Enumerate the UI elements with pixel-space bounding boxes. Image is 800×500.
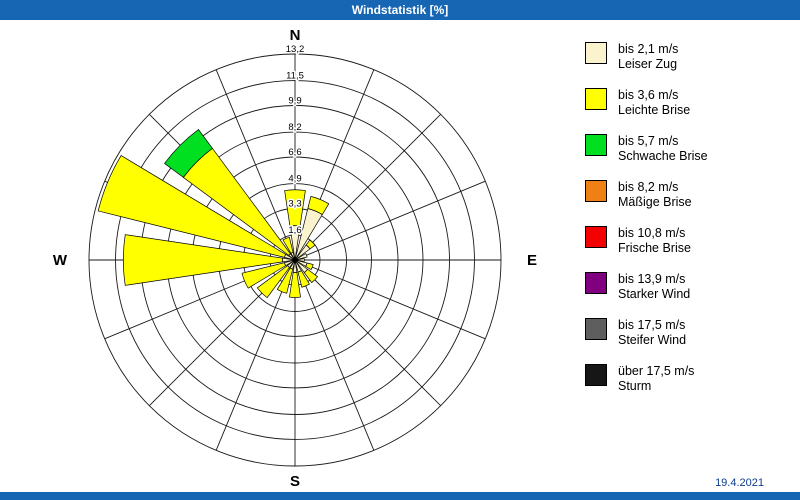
title-bar: Windstatistik [%] — [0, 0, 800, 20]
petal-segment — [256, 265, 290, 299]
compass-label: S — [290, 473, 300, 490]
petal-segment — [297, 270, 310, 288]
ring-labels: 1,6 3,3 4,9 6,6 8,2 9,9 11,5 13,2 — [284, 43, 306, 238]
legend-item: bis 10,8 m/s Frische Brise — [585, 226, 785, 256]
legend-label: bis 10,8 m/s Frische Brise — [618, 226, 691, 256]
petal-segment — [284, 189, 306, 227]
legend-label: über 17,5 m/s Sturm — [618, 364, 694, 394]
legend: bis 2,1 m/s Leiser Zug bis 3,6 m/s Leichte … — [585, 42, 785, 410]
legend-label: bis 5,7 m/s Schwache Brise — [618, 134, 708, 164]
petal-segment — [164, 129, 213, 178]
legend-class-name: Leichte Brise — [618, 103, 691, 117]
petal-segment — [305, 239, 316, 250]
ring-label: 8,2 — [288, 122, 301, 133]
date-label: 19.4.2021 — [715, 477, 764, 489]
wind-petals — [97, 129, 330, 299]
legend-item: bis 17,5 m/s Steifer Wind — [585, 318, 785, 348]
legend-class-name: Steifer Wind — [618, 333, 687, 347]
ring-label: 11,5 — [286, 71, 304, 82]
petal-segment — [282, 236, 294, 254]
legend-range: bis 13,9 m/s — [618, 272, 686, 286]
petal-segment — [294, 253, 308, 261]
legend-range: bis 17,5 m/s — [618, 318, 686, 332]
compass-labels: N E S W — [53, 27, 537, 490]
windrose-chart: 1,6 3,3 4,9 6,6 8,2 9,9 11,5 13,2N E S W — [53, 27, 537, 490]
petal-segment — [294, 258, 305, 262]
legend-item: bis 2,1 m/s Leiser Zug — [585, 42, 785, 72]
compass-label: E — [527, 252, 537, 269]
ring-label: 3,3 — [288, 199, 301, 210]
legend-swatch — [585, 88, 607, 110]
legend-item: bis 5,7 m/s Schwache Brise — [585, 134, 785, 164]
legend-item: über 17,5 m/s Sturm — [585, 364, 785, 394]
legend-swatch — [585, 226, 607, 248]
legend-class-name: Mäßige Brise — [618, 195, 692, 209]
legend-swatch — [585, 180, 607, 202]
petal-segment — [289, 271, 301, 298]
legend-item: bis 13,9 m/s Starker Wind — [585, 272, 785, 302]
legend-swatch — [585, 272, 607, 294]
legend-class-name: Starker Wind — [618, 287, 691, 301]
ring-label: 6,6 — [288, 147, 301, 158]
legend-class-name: Leiser Zug — [618, 57, 678, 71]
legend-range: bis 2,1 m/s — [618, 42, 679, 56]
legend-range: bis 5,7 m/s — [618, 134, 679, 148]
legend-range: bis 8,2 m/s — [618, 180, 679, 194]
ring-label: 4,9 — [288, 174, 301, 185]
window-title: Windstatistik [%] — [351, 3, 449, 17]
legend-item: bis 3,6 m/s Leichte Brise — [585, 88, 785, 118]
compass-label: W — [53, 252, 68, 269]
legend-class-name: Sturm — [618, 379, 652, 393]
petal-segment — [97, 155, 287, 258]
petal-segment — [303, 268, 319, 284]
ring-label: 13,2 — [286, 44, 305, 55]
petal-segment — [241, 262, 287, 289]
compass-label: N — [290, 27, 301, 44]
legend-range: bis 10,8 m/s — [618, 226, 686, 240]
legend-swatch — [585, 134, 607, 156]
ring-label: 1,6 — [288, 225, 301, 236]
legend-swatch — [585, 318, 607, 340]
bottom-bar — [0, 492, 800, 500]
legend-class-name: Frische Brise — [618, 241, 691, 255]
ring-label: 9,9 — [288, 96, 301, 107]
legend-label: bis 8,2 m/s Mäßige Brise — [618, 180, 692, 210]
legend-swatch — [585, 364, 607, 386]
legend-label: bis 3,6 m/s Leichte Brise — [618, 88, 690, 118]
legend-label: bis 17,5 m/s Steifer Wind — [618, 318, 686, 348]
legend-class-name: Schwache Brise — [618, 149, 708, 163]
petal-segment — [123, 234, 284, 286]
petal-segment — [276, 267, 294, 294]
legend-swatch — [585, 42, 607, 64]
legend-range: bis 3,6 m/s — [618, 88, 679, 102]
legend-label: bis 13,9 m/s Starker Wind — [618, 272, 690, 302]
petal-segment — [307, 195, 330, 216]
legend-range: über 17,5 m/s — [618, 364, 695, 378]
legend-label: bis 2,1 m/s Leiser Zug — [618, 42, 678, 72]
legend-item: bis 8,2 m/s Mäßige Brise — [585, 180, 785, 210]
chart-area: 1,6 3,3 4,9 6,6 8,2 9,9 11,5 13,2 N E S W bis 2,1 m… — [0, 20, 800, 492]
petal-segment — [305, 262, 314, 271]
